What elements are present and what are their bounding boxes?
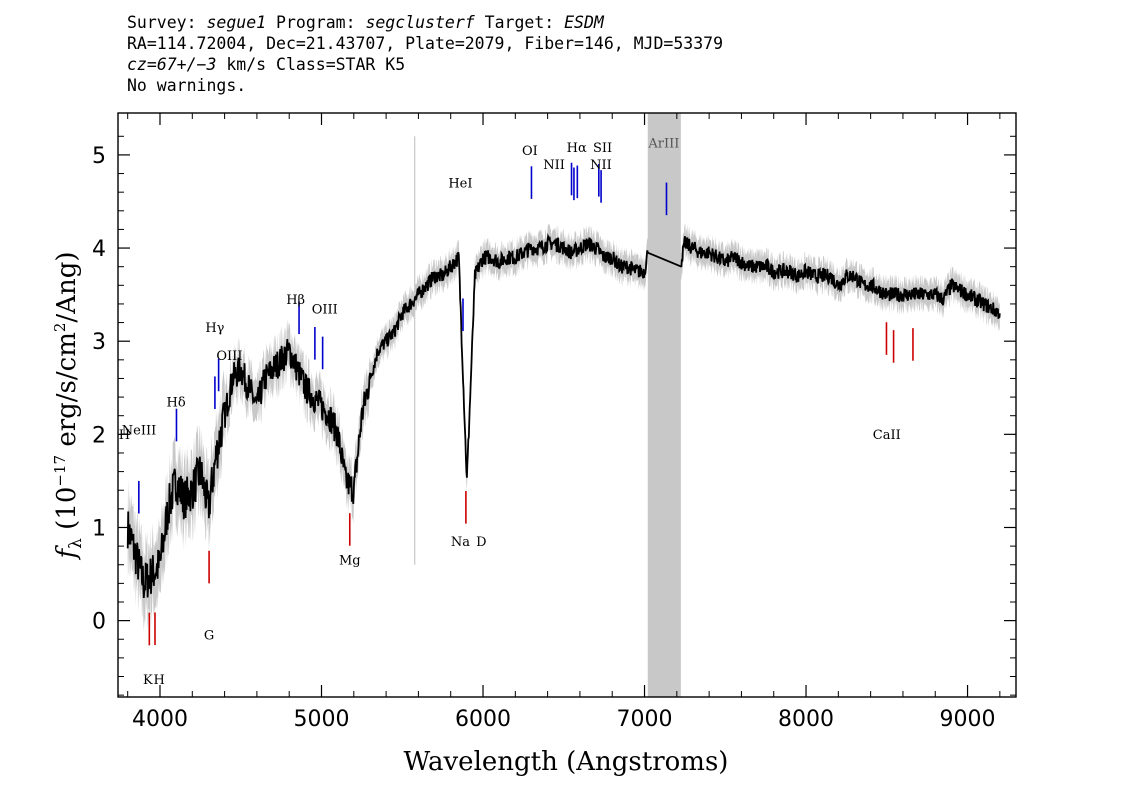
flux-series [126, 232, 1001, 598]
line-label-5: Hβ [286, 293, 305, 308]
line-label-9: NII [543, 158, 565, 173]
line-label-7: HeI [448, 177, 472, 192]
y-axis-prefix: (10 [52, 487, 82, 539]
line-label-6: OIII [312, 302, 338, 317]
class-text: km/s Class=STAR K5 [216, 55, 406, 74]
x-tick-label-9000: 9000 [940, 707, 996, 732]
line-label-13: ArIII [647, 136, 679, 151]
line-label-14: K [143, 673, 153, 688]
line-label-1: NeIII [122, 423, 156, 438]
x-tick-label-7000: 7000 [617, 707, 673, 732]
header-line-redshift: cz=67+/−3 km/s Class=STAR K5 [127, 54, 723, 75]
plot-frame [117, 112, 1017, 698]
line-label-15: H [154, 673, 165, 688]
line-label-18: Na [451, 535, 470, 550]
y-axis-subscript: λ [66, 538, 86, 549]
header-line-warnings: No warnings. [127, 76, 247, 95]
y-tick-label-3: 3 [92, 330, 106, 355]
x-tick-label-8000: 8000 [778, 707, 834, 732]
header-line-coordinates: RA=114.72004, Dec=21.43707, Plate=2079, … [127, 34, 724, 53]
y-tick-label-5: 5 [92, 144, 106, 169]
x-tick-label-4000: 4000 [132, 707, 188, 732]
x-tick-label-5000: 5000 [294, 707, 350, 732]
survey-value: segue1 [206, 13, 267, 32]
y-axis-suffix: /Ang) [52, 252, 82, 323]
x-axis-title: Wavelength (Angstroms) [404, 747, 729, 777]
line-label-8: OI [522, 144, 538, 159]
program-label: Program: [266, 13, 366, 32]
line-label-16: G [204, 628, 214, 643]
masked-region [647, 113, 681, 697]
program-value: segclusterf [365, 13, 475, 32]
line-label-3: Hγ [205, 321, 224, 336]
header-line-survey: Survey: segue1 Program: segclusterf Targ… [127, 12, 723, 33]
axes: 4000 5000 6000 7000 8000 9000 0 1 2 3 4 5 [92, 112, 1017, 732]
y-axis-title: fλ (10−17 erg/s/cm2/Ang) [51, 252, 86, 561]
line-label-17: Mg [339, 554, 361, 569]
line-label-11: SII [593, 141, 612, 156]
plot-header: Survey: segue1 Program: segclusterf Targ… [127, 12, 723, 96]
line-label-4: OIII [216, 349, 242, 364]
y-tick-label-4: 4 [92, 237, 106, 262]
y-tick-label-2: 2 [92, 423, 106, 448]
survey-label: Survey: [127, 13, 207, 32]
line-label-0: H [119, 428, 130, 443]
line-label-10: Hα [567, 141, 587, 156]
line-label-20: CaII [873, 428, 901, 443]
y-axis-middle: erg/s/cm [52, 332, 82, 455]
target-label: Target: [474, 13, 565, 32]
line-label-19: D [476, 535, 486, 550]
y-axis-exponent-2: 2 [51, 323, 69, 333]
target-value: ESDM [564, 13, 604, 32]
cz-value: 67+/−3 [156, 55, 217, 74]
line-label-12: NII [590, 158, 612, 173]
y-tick-label-0: 0 [92, 610, 106, 635]
line-label-2: Hδ [167, 395, 186, 410]
x-tick-label-6000: 6000 [455, 707, 511, 732]
cz-label: cz= [127, 55, 157, 74]
y-tick-label-1: 1 [92, 516, 106, 541]
y-axis-exponent: −17 [51, 455, 69, 487]
